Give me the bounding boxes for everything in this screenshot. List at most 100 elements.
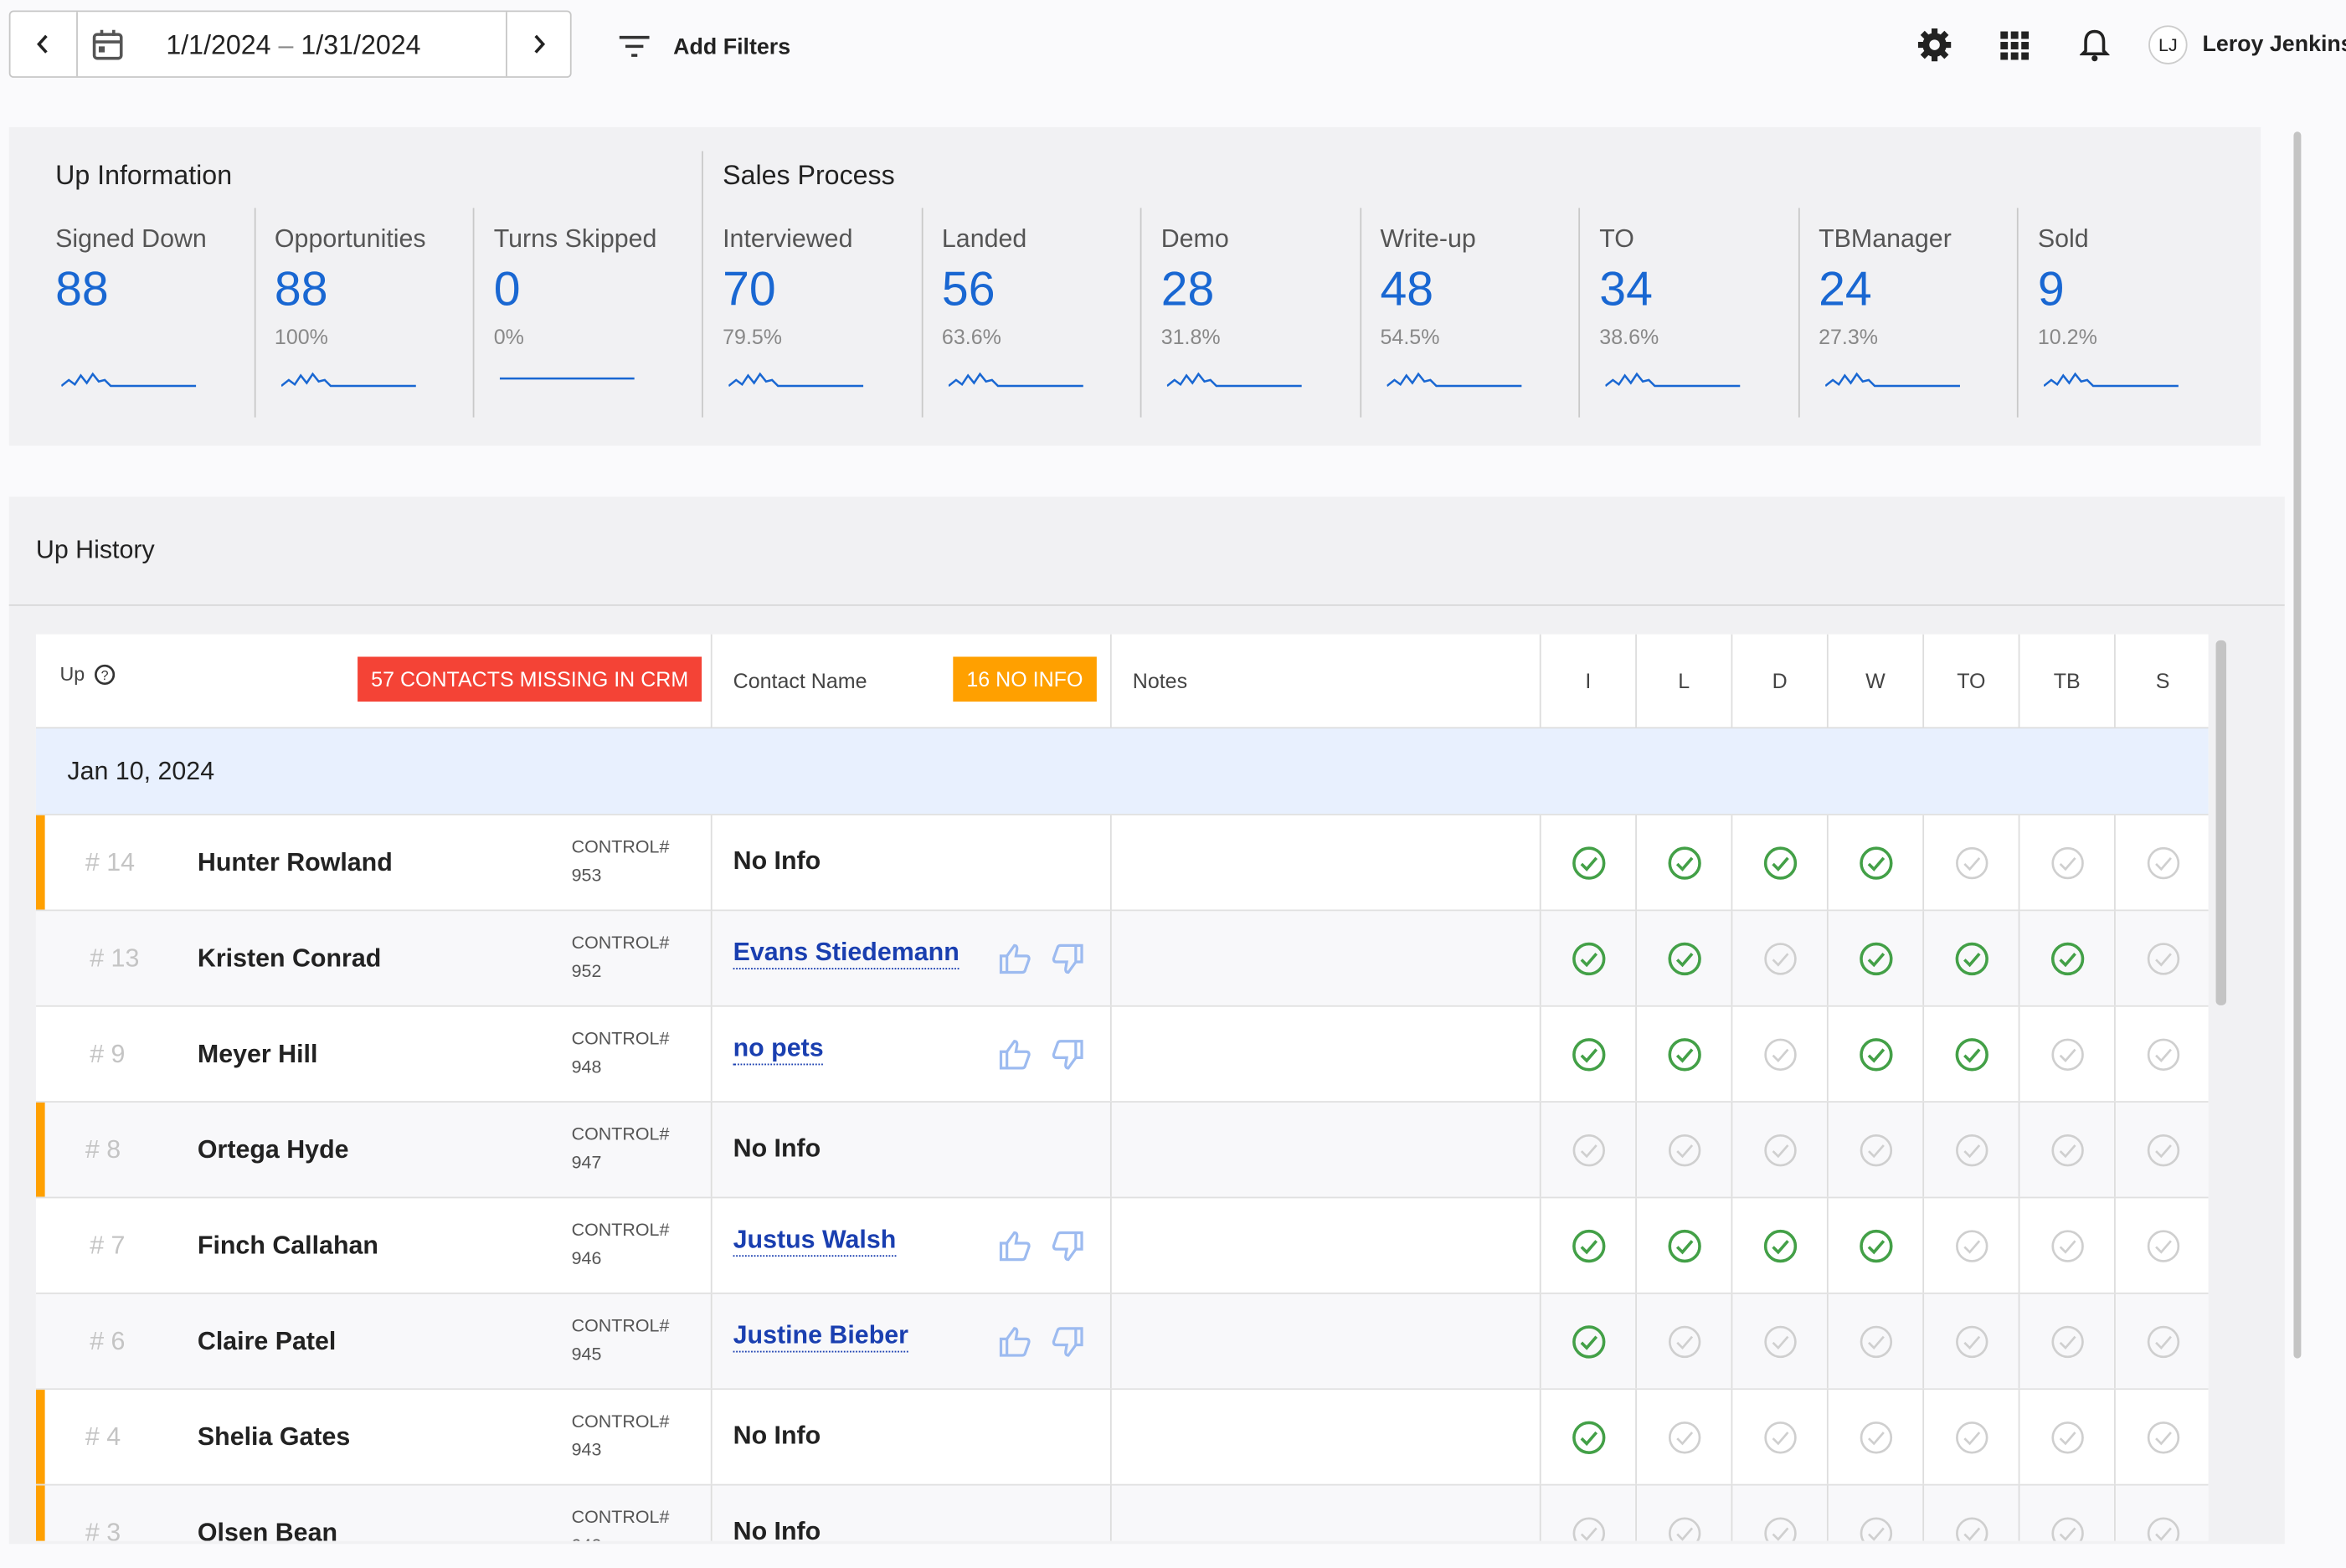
check-circle [1668, 1517, 1701, 1541]
check-mark [2059, 1432, 2076, 1446]
divider [8, 604, 2285, 606]
notes-cell[interactable] [1112, 1390, 1541, 1484]
date-start: 1/1/2024 [166, 29, 271, 60]
control-number: 942 [572, 1535, 602, 1540]
check-mark [1675, 1048, 1694, 1063]
history-row[interactable]: # 3 Olsen Bean CONTROL# 942 No Info [35, 1483, 2209, 1541]
history-row[interactable]: # 8 Ortega Hyde CONTROL# 947 No Info [35, 1101, 2209, 1199]
no-info-badge[interactable]: 16 NO INFO [953, 656, 1097, 702]
control-label: CONTROL# [571, 1411, 670, 1432]
notes-cell[interactable] [1112, 1198, 1541, 1293]
thumb-up[interactable] [998, 1038, 1034, 1071]
check-circle [1668, 1421, 1701, 1454]
sparkline-path [1605, 372, 1741, 388]
up-cell: # 14 Hunter Rowland CONTROL# 953 [36, 815, 713, 910]
header-step: D [1732, 634, 1829, 727]
check-done [1572, 1038, 1606, 1072]
sparkline-path [2044, 372, 2179, 388]
check-pending [2051, 1038, 2084, 1072]
notes-cell[interactable] [1112, 1006, 1541, 1102]
step-cell [2116, 1390, 2209, 1484]
contact-link[interactable]: Justine Bieber [733, 1321, 908, 1353]
history-row[interactable]: # 6 Claire Patel CONTROL# 945 Justine Bieber [35, 1292, 2209, 1389]
add-filters-button[interactable]: Add Filters [618, 27, 790, 65]
prev-button[interactable] [11, 12, 78, 77]
thumb-down[interactable] [1049, 1230, 1085, 1262]
control-label: CONTROL# [571, 1027, 670, 1049]
missing-crm-badge[interactable]: 57 CONTACTS MISSING IN CRM [358, 656, 702, 702]
contact-link[interactable]: no pets [733, 1034, 824, 1066]
check-mark [2059, 856, 2076, 871]
history-row[interactable]: # 13 Kristen Conrad CONTROL# 952 Evans Stied… [35, 909, 2209, 1005]
metric-value: 0 [493, 261, 521, 316]
check-done [1955, 1038, 1988, 1072]
step-cell [1732, 911, 1829, 1005]
check-mark [1580, 1240, 1598, 1255]
history-row[interactable]: # 4 Shelia Gates CONTROL# 943 No Info [35, 1388, 2209, 1486]
metric: TO 34 38.6% [1599, 127, 1808, 426]
sparkline-path [1386, 372, 1521, 388]
step-cell [2116, 1294, 2209, 1389]
check-mark [1676, 1432, 1694, 1446]
table-scrollbar[interactable] [2215, 640, 2227, 1005]
check-circle [2051, 1421, 2084, 1454]
check-pending [2051, 1134, 2084, 1167]
metric-value: 88 [274, 261, 328, 316]
thumb-up[interactable] [998, 943, 1034, 975]
step-cell [1541, 1485, 1637, 1541]
notes-cell[interactable] [1112, 1293, 1541, 1389]
thumb-up[interactable] [998, 1325, 1034, 1358]
avatar[interactable]: LJ [2148, 25, 2188, 64]
up-cell: # 8 Ortega Hyde CONTROL# 947 [36, 1103, 713, 1197]
step-cell [1829, 1293, 1925, 1389]
user-name[interactable]: Leroy Jenkins [2202, 31, 2346, 57]
thumb-down[interactable] [1049, 1038, 1085, 1071]
check-mark [1868, 1144, 1885, 1159]
metric: Turns Skipped 0 0% [494, 127, 703, 426]
check-mark [1580, 1335, 1598, 1350]
flag-bar [35, 1485, 45, 1541]
check-pending [2051, 1517, 2084, 1541]
check-mark [1772, 1144, 1789, 1159]
sparkline [1386, 372, 1521, 388]
check-mark [2059, 1144, 2076, 1159]
check-pending [1764, 1421, 1797, 1454]
notes-cell[interactable] [1112, 1103, 1541, 1197]
step-cell [1924, 1006, 2020, 1102]
page-scrollbar[interactable] [2293, 131, 2302, 1359]
check-circle [1572, 942, 1606, 976]
next-button[interactable] [506, 12, 573, 77]
step-cell [2019, 911, 2116, 1005]
check-circle [1763, 846, 1798, 880]
header-step: L [1637, 634, 1733, 727]
help-icon[interactable]: ? [95, 664, 116, 685]
check-mark [2155, 1432, 2172, 1446]
notes-cell[interactable] [1112, 815, 1541, 910]
check-circle [1860, 846, 1893, 880]
salesperson-name: Kristen Conrad [197, 943, 382, 973]
contact-link[interactable]: Evans Stiedemann [733, 938, 959, 969]
notes-cell[interactable] [1112, 911, 1541, 1005]
step-cell [1829, 1006, 1925, 1102]
settings-icon[interactable] [1916, 27, 1952, 63]
check-mark [1867, 1240, 1886, 1255]
date-range-picker[interactable]: 1/1/2024 – 1/31/2024 [8, 10, 573, 78]
check-circle [1668, 1229, 1701, 1263]
up-number: # 14 [85, 848, 135, 877]
thumb-down[interactable] [1049, 1325, 1085, 1358]
history-row[interactable]: # 9 Meyer Hill CONTROL# 948 no pets [35, 1005, 2209, 1102]
history-row[interactable]: # 7 Finch Callahan CONTROL# 946 Justus Walsh [35, 1196, 2209, 1293]
step-cell [2116, 1198, 2209, 1293]
check-circle [1764, 1421, 1797, 1454]
check-pending [2147, 846, 2180, 880]
thumb-up[interactable] [998, 1230, 1034, 1262]
contact-link[interactable]: Justus Walsh [733, 1226, 897, 1257]
thumb-down[interactable] [1049, 943, 1085, 975]
sparkline-path [1824, 372, 1960, 388]
notes-cell[interactable] [1112, 1485, 1541, 1541]
apps-icon[interactable] [2000, 31, 2030, 60]
check-mark [2155, 856, 2172, 871]
notifications-icon[interactable] [2079, 27, 2110, 63]
history-row[interactable]: # 14 Hunter Rowland CONTROL# 953 No Info [35, 814, 2209, 912]
section-title: Up History [35, 535, 155, 564]
